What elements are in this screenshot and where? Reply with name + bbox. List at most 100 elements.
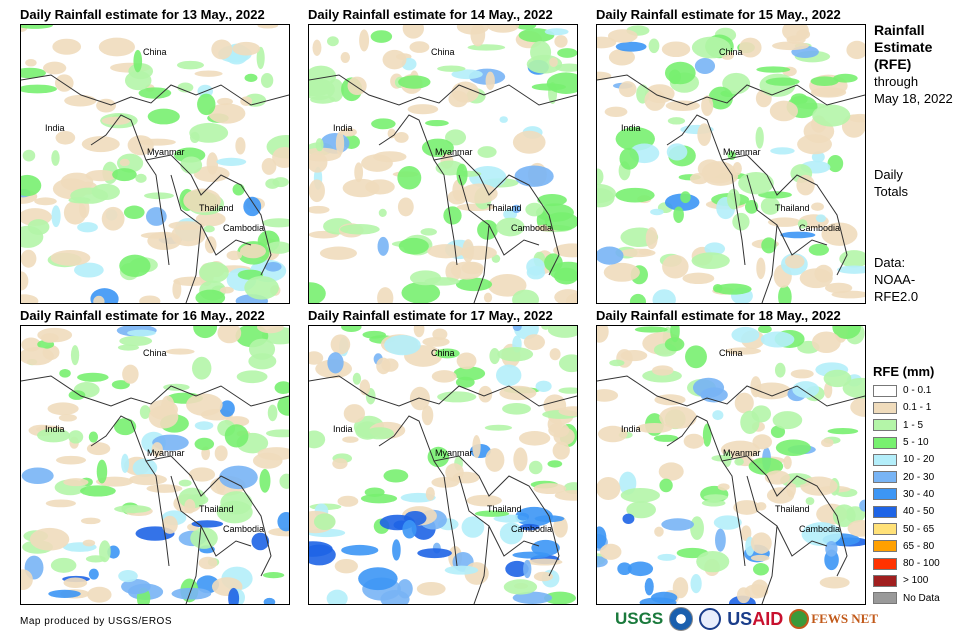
rainfall-area: [85, 169, 117, 182]
rainfall-area: [558, 406, 577, 417]
rainfall-area: [124, 70, 152, 91]
rainfall-area: [427, 244, 465, 259]
label-thailand: Thailand: [487, 504, 522, 514]
rainfall-area: [50, 250, 91, 266]
rainfall-area: [750, 532, 772, 554]
country-borders: [597, 74, 865, 303]
rainfall-area: [489, 347, 500, 365]
fews-net-logo: FEWS NET: [789, 609, 878, 629]
rainfall-area: [319, 246, 357, 260]
legend-swatch: [873, 523, 897, 536]
rainfall-area: [620, 487, 660, 503]
rainfall-area: [332, 458, 348, 470]
rainfall-area: [203, 225, 215, 233]
rainfall-area: [526, 558, 563, 566]
rainfall-area: [764, 470, 790, 485]
rainfall-area: [552, 441, 570, 460]
rainfall-area: [186, 393, 223, 417]
rainfall-area: [326, 36, 339, 47]
rainfall-area: [37, 428, 71, 443]
country-borders: [309, 74, 577, 303]
rainfall-area: [499, 385, 537, 401]
rainfall-area: [597, 526, 607, 549]
label-india: India: [333, 424, 353, 434]
rainfall-area: [208, 103, 246, 124]
rainfall-area: [791, 477, 807, 485]
rainfall-area: [485, 448, 505, 472]
label-myanmar: Myanmar: [723, 147, 761, 157]
rainfall-area: [731, 326, 760, 343]
rainfall-area: [198, 556, 218, 570]
rainfall-area: [511, 204, 522, 214]
rainfall-area: [513, 447, 528, 472]
label-myanmar: Myanmar: [147, 147, 185, 157]
rainfall-area: [21, 294, 39, 303]
rainfall-area: [797, 219, 808, 229]
rainfall-area: [756, 66, 791, 73]
rainfall-area: [752, 563, 769, 576]
rainfall-area: [236, 370, 268, 384]
rainfall-area: [821, 438, 834, 448]
rainfall-area: [597, 476, 621, 501]
rainfall-area: [808, 243, 829, 256]
rainfall-area: [277, 395, 289, 416]
legend-swatch: [873, 592, 897, 605]
rainfall-area: [52, 38, 82, 55]
legend-item: > 100: [873, 572, 940, 589]
legend-item: 0 - 0.1: [873, 382, 940, 399]
rainfall-area: [58, 414, 77, 422]
label-thailand: Thailand: [199, 203, 234, 213]
rainfall-area: [477, 146, 497, 158]
rainfall-area: [859, 499, 865, 512]
rainfall-area: [265, 178, 280, 189]
rainfall-area: [750, 554, 770, 562]
rainfall-area: [467, 44, 506, 51]
rainfall-area: [664, 193, 700, 211]
rainfall-area: [244, 275, 279, 300]
rainfall-area: [549, 348, 561, 361]
rainfall-area: [133, 49, 143, 73]
rainfall-area: [661, 41, 691, 58]
legend-label: No Data: [903, 592, 940, 604]
rainfall-area: [450, 261, 483, 280]
rainfall-area: [93, 295, 105, 303]
legend-swatch: [873, 505, 897, 518]
rainfall-area: [114, 505, 151, 513]
rainfall-area: [734, 392, 754, 414]
rainfall-area: [636, 423, 673, 434]
rainfall-area: [309, 541, 333, 557]
rainfall-area: [340, 127, 357, 137]
rainfall-area: [87, 586, 112, 603]
rainfall-area: [309, 430, 326, 449]
label-india: India: [45, 424, 65, 434]
rainfall-area: [220, 491, 253, 515]
rainfall-area: [101, 206, 125, 231]
rainfall-area: [413, 326, 425, 338]
rainfall-area: [416, 582, 446, 596]
rainfall-area: [437, 391, 477, 403]
rainfall-area: [263, 597, 276, 604]
rainfall-area: [811, 202, 824, 211]
legend-item: 1 - 5: [873, 417, 940, 434]
rainfall-area: [654, 526, 664, 537]
rainfall-area: [792, 381, 820, 398]
legend-label: 1 - 5: [903, 419, 924, 431]
rainfall-area: [63, 478, 89, 487]
rainfall-area: [523, 334, 546, 351]
rainfall-area: [603, 262, 640, 282]
rainfall-area: [599, 543, 622, 560]
legend-swatch: [873, 436, 897, 449]
through-label: through: [874, 74, 919, 89]
rainfall-area: [22, 149, 36, 162]
rainfall-area: [797, 134, 832, 155]
rainfall-area: [824, 282, 853, 294]
rainfall-area: [421, 405, 434, 426]
data-source: Data: NOAA- RFE2.0: [874, 254, 918, 305]
rainfall-area: [477, 219, 498, 240]
rainfall-area: [21, 84, 57, 94]
rainfall-area: [487, 274, 527, 297]
rainfall-area: [461, 516, 485, 538]
rainfall-area: [178, 479, 192, 487]
rainfall-area: [259, 468, 271, 493]
legend-swatch: [873, 574, 897, 587]
